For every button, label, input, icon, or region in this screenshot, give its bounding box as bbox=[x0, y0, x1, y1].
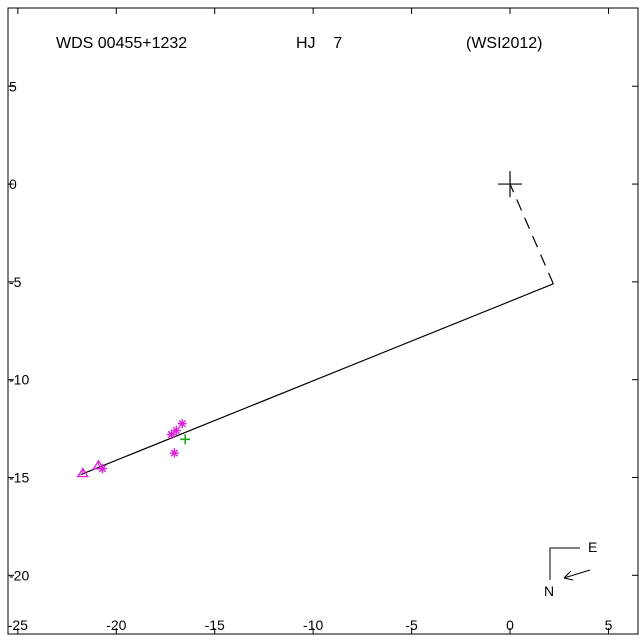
data-point-asterisk bbox=[177, 418, 187, 429]
x-tick-label: -25 bbox=[8, 617, 28, 633]
data-point-asterisk bbox=[171, 425, 181, 436]
compass-axes bbox=[549, 547, 580, 580]
orbit-lines bbox=[80, 183, 554, 476]
chart-title-designation: HJ 7 bbox=[296, 35, 342, 52]
x-tick-label: 5 bbox=[605, 617, 613, 633]
compass-north-label: N bbox=[544, 583, 554, 599]
data-point-triangle bbox=[76, 467, 90, 478]
y-axis-ticks: 5 0 -5 -10 -15 -20 bbox=[8, 78, 638, 583]
data-point-asterisk bbox=[166, 429, 176, 439]
compass-arrow-icon bbox=[563, 569, 591, 581]
x-tick-label: 0 bbox=[506, 617, 514, 633]
line-of-nodes bbox=[80, 283, 554, 476]
primary-star-marker bbox=[498, 171, 523, 198]
y-tick-label: -20 bbox=[9, 567, 29, 583]
x-tick-label: -5 bbox=[405, 617, 418, 633]
plot-frame bbox=[7, 7, 639, 635]
y-tick-label: -15 bbox=[9, 470, 29, 486]
data-point-asterisk bbox=[98, 463, 107, 474]
periastron-line bbox=[509, 183, 554, 285]
y-tick-label: -10 bbox=[9, 372, 29, 388]
primary-star-cross bbox=[498, 171, 523, 198]
chart-title-wds: WDS 00455+1232 bbox=[56, 35, 187, 52]
x-axis-ticks: -25 -20 -15 -10 -5 0 5 bbox=[8, 8, 613, 634]
chart-title-reference: (WSI2012) bbox=[466, 35, 542, 52]
x-tick-label: -20 bbox=[106, 617, 126, 633]
data-point-plus bbox=[180, 434, 191, 445]
y-tick-label: -5 bbox=[9, 274, 22, 290]
y-tick-label: 0 bbox=[9, 176, 17, 192]
compass-east-label: E bbox=[588, 539, 597, 555]
x-tick-label: -10 bbox=[303, 617, 323, 633]
compass: E N bbox=[544, 539, 597, 599]
y-tick-label: 5 bbox=[9, 78, 17, 94]
data-point-asterisk bbox=[169, 448, 179, 458]
x-tick-label: -15 bbox=[205, 617, 225, 633]
observation-points bbox=[76, 418, 191, 478]
